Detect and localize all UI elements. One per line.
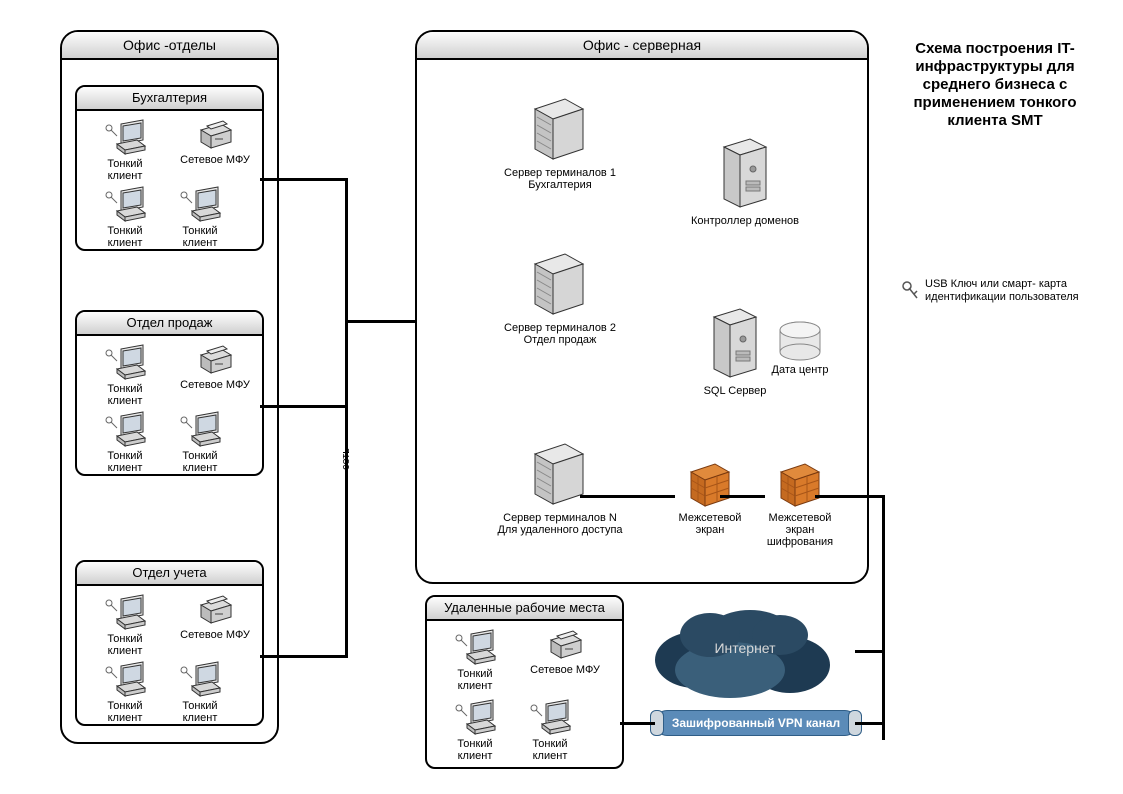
node-caption: Сервер терминалов 2 Отдел продаж (495, 322, 625, 346)
remote-node-1-mfu: Сетевое МФУ (530, 628, 600, 676)
internet-label: Интернет (695, 640, 795, 656)
office-node-3-thinclient: Тонкий клиент (165, 185, 235, 249)
node-caption: Тонкий клиент (90, 700, 160, 724)
wire-3-0 (345, 178, 348, 658)
container-remote-title: Удаленные рабочие места (427, 597, 622, 621)
office-node-1-mfu: Сетевое МФУ (180, 118, 250, 166)
node-caption: Тонкий клиент (90, 633, 160, 657)
node-caption: Межсетевой экран шифрования (760, 512, 840, 548)
subbox-sales-title: Отдел продаж (77, 312, 262, 336)
server-node-0-server: Сервер терминалов 1 Бухгалтерия (495, 95, 625, 191)
node-caption: Тонкий клиент (165, 225, 235, 249)
server-node-6-firewall: Межсетевой экран (670, 460, 750, 536)
node-caption: Контроллер доменов (685, 215, 805, 227)
server-node-5-cylinder: Дата центр (760, 320, 840, 376)
diagram-stage: Схема построения IT- инфраструктуры для … (0, 0, 1123, 794)
vpn-tube: Зашифрованный VPN канал (655, 710, 857, 736)
wire-1-0 (260, 405, 345, 408)
node-caption: Тонкий клиент (440, 668, 510, 692)
wire-5-0 (815, 495, 885, 498)
wire-11-0 (620, 722, 655, 725)
office-node-11-thinclient: Тонкий клиент (165, 660, 235, 724)
legend-text: USB Ключ или смарт- карта идентификации … (925, 278, 1105, 304)
node-caption: Тонкий клиент (90, 158, 160, 182)
node-caption: Дата центр (760, 364, 840, 376)
wire-6-0 (882, 495, 885, 740)
legend-key-icon (900, 280, 920, 302)
wire-0-0 (260, 178, 345, 181)
office-node-0-thinclient: Тонкий клиент (90, 118, 160, 182)
node-caption: Межсетевой экран (670, 512, 750, 536)
node-caption: Тонкий клиент (90, 383, 160, 407)
remote-node-2-thinclient: Тонкий клиент (440, 698, 510, 762)
node-caption: Сетевое МФУ (180, 154, 250, 166)
office-node-10-thinclient: Тонкий клиент (90, 660, 160, 724)
node-caption: Тонкий клиент (165, 450, 235, 474)
subbox-records-title: Отдел учета (77, 562, 262, 586)
office-node-8-thinclient: Тонкий клиент (90, 593, 160, 657)
server-node-7-firewall: Межсетевой экран шифрования (760, 460, 840, 548)
node-caption: Тонкий клиент (440, 738, 510, 762)
node-caption: Сетевое МФУ (530, 664, 600, 676)
server-node-3-tower: Контроллер доменов (685, 135, 805, 227)
office-node-5-mfu: Сетевое МФУ (180, 343, 250, 391)
office-node-6-thinclient: Тонкий клиент (90, 410, 160, 474)
remote-node-3-thinclient: Тонкий клиент (515, 698, 585, 762)
node-caption: Тонкий клиент (90, 225, 160, 249)
node-caption: Сетевое МФУ (180, 379, 250, 391)
office-node-7-thinclient: Тонкий клиент (165, 410, 235, 474)
node-caption: Сервер терминалов N Для удаленного досту… (495, 512, 625, 536)
subbox-accounting-title: Бухгалтерия (77, 87, 262, 111)
office-node-4-thinclient: Тонкий клиент (90, 343, 160, 407)
vpn-label: Зашифрованный VPN канал (672, 716, 840, 730)
wire-8-0 (855, 650, 885, 653)
office-node-2-thinclient: Тонкий клиент (90, 185, 160, 249)
node-caption: Сетевое МФУ (180, 629, 250, 641)
wire-4-0 (345, 320, 415, 323)
wire-9-0 (720, 495, 765, 498)
server-node-1-server: Сервер терминалов 2 Отдел продаж (495, 250, 625, 346)
node-caption: SQL Сервер (675, 385, 795, 397)
node-caption: Тонкий клиент (515, 738, 585, 762)
container-serverroom-title: Офис - серверная (417, 32, 867, 60)
node-caption: Тонкий клиент (90, 450, 160, 474)
diagram-title: Схема построения IT- инфраструктуры для … (895, 40, 1095, 130)
node-caption: Тонкий клиент (165, 700, 235, 724)
container-offices-title: Офис -отделы (62, 32, 277, 60)
wire-10-0 (580, 495, 675, 498)
wire-2-0 (260, 655, 345, 658)
remote-node-0-thinclient: Тонкий клиент (440, 628, 510, 692)
wire-7-0 (855, 722, 885, 725)
office-node-9-mfu: Сетевое МФУ (180, 593, 250, 641)
server-node-2-server: Сервер терминалов N Для удаленного досту… (495, 440, 625, 536)
node-caption: Сервер терминалов 1 Бухгалтерия (495, 167, 625, 191)
